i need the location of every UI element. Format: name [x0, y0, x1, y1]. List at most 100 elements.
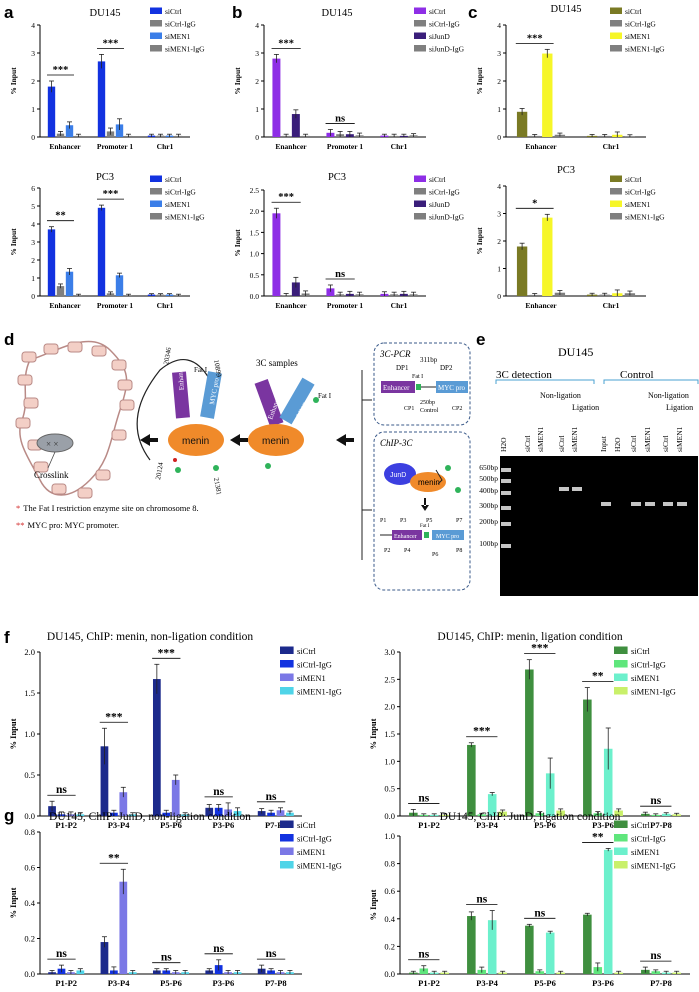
gel-panel: DU145 3C detection Control Non-ligation … — [479, 345, 699, 596]
chart-g2: DU145, ChIP: JunD, ligation condition 0.0… — [368, 811, 690, 988]
bar-siMEN1 — [115, 124, 124, 137]
gel-band — [677, 502, 687, 506]
gel-group-3c: 3C detection — [496, 369, 552, 381]
gel-band — [501, 491, 511, 495]
legend-swatch — [150, 32, 162, 39]
legend-label: siCtrl-IgG — [631, 660, 666, 670]
y-tick-label: 0 — [255, 133, 259, 142]
y-axis-label: % Input — [475, 227, 484, 255]
x-tick-label: Chr1 — [603, 142, 620, 151]
complex-2: 3C samples menin Enhancer MYC pro Fat I — [248, 358, 332, 469]
legend-swatch — [610, 45, 622, 52]
x-tick-label: P1-P2 — [418, 978, 440, 988]
p2-label: P2 — [384, 548, 390, 554]
legend-label: siCtrl — [625, 7, 642, 16]
significance-label: ns — [534, 907, 545, 919]
legend-swatch — [280, 834, 294, 842]
significance-label: *** — [278, 192, 294, 203]
box-chip-3c — [373, 431, 471, 591]
significance-label: ns — [161, 952, 172, 964]
gel-lane-label: siMEN1 — [643, 426, 652, 452]
legend-swatch — [414, 213, 426, 220]
p6-label: P6 — [432, 552, 438, 558]
significance-label: ns — [56, 784, 67, 796]
legend-label: siMEN1-IgG — [165, 45, 205, 54]
legend-swatch — [280, 847, 294, 855]
chart-title: DU145 — [551, 4, 582, 15]
legend-swatch — [610, 7, 622, 14]
chart-c1: DU145 0 1 2 3 4 % Input Enhancer Chr1 *** siCtrl si… — [475, 4, 665, 151]
x-tick-label: P5-P6 — [160, 978, 182, 988]
x-tick-label: P7-P8 — [650, 820, 672, 830]
legend-swatch — [280, 820, 294, 828]
legend-swatch — [614, 673, 628, 681]
y-tick-label: 0.6 — [24, 863, 35, 873]
chart-a2: PC3 0 1 2 3 4 5 6 % Input Enhancer Promoter 1 Chr1 *… — [9, 172, 205, 310]
bar-siCtrl — [100, 746, 109, 816]
y-tick-label: 2 — [497, 237, 501, 246]
bp311-label: 311bp — [420, 356, 438, 364]
gel-lane-label: Input — [599, 435, 608, 452]
y-tick-label: 0 — [31, 133, 35, 142]
chart-b2: PC3 0.0 0.5 1.0 1.5 2.0 2.5 % Input Enanhcer Prom… — [233, 172, 465, 310]
significance-label: *** — [158, 647, 176, 659]
bar-siCtrl — [583, 914, 592, 974]
bar-siMEN1 — [603, 748, 613, 816]
chart-title: PC3 — [328, 172, 346, 183]
y-tick-label: 1.0 — [384, 831, 395, 841]
legend-label: siCtrl — [165, 7, 182, 16]
x-tick-label: Chr1 — [157, 301, 174, 310]
y-axis-label: % Input — [475, 67, 484, 95]
significance-label: ns — [266, 948, 277, 960]
y-tick-label: 1.0 — [24, 729, 35, 739]
gel-band — [501, 544, 511, 548]
footnote-2: ** MYC pro: MYC promoter. — [16, 520, 119, 530]
chart-b1: DU145 0 1 2 3 4 % Input Enanhcer Promoter 1 Chr1 *… — [233, 7, 465, 151]
x-tick-label: P5-P6 — [534, 978, 556, 988]
gel-lane-label: siMEN1 — [675, 426, 684, 452]
bar-siMEN1 — [119, 881, 128, 974]
menin-label-1: menin — [182, 436, 209, 447]
y-tick-label: 3 — [497, 49, 501, 58]
chart-c2: PC3 0 1 2 3 4 % Input Enhancer Chr1 * siCtrl siCtrl… — [475, 165, 665, 310]
legend-label: siCtrl-IgG — [165, 20, 196, 29]
legend-swatch — [610, 32, 622, 39]
legend-label: siJunD-IgG — [429, 45, 465, 54]
x-tick-label: P7-P8 — [265, 978, 287, 988]
charts-layer: DU145 0 1 2 3 4 % Input Enhancer Promoter 1 Chr1 *… — [8, 4, 690, 988]
x-tick-label: P5-P6 — [160, 820, 182, 830]
y-tick-label: 4 — [31, 220, 35, 229]
legend-label: siMEN1-IgG — [625, 213, 665, 222]
y-tick-label: 1.5 — [24, 688, 35, 698]
dp2-label: DP2 — [440, 364, 453, 372]
chart-title: DU145 — [90, 8, 121, 19]
significance-label: *** — [473, 726, 491, 738]
bar-siCtrl — [152, 679, 161, 816]
y-tick-label: 0.6 — [384, 886, 395, 896]
gel-band — [572, 487, 582, 491]
bar-siMEN1 — [603, 849, 613, 974]
legend-swatch — [280, 646, 294, 654]
chart-title: DU145 — [322, 8, 353, 19]
svg-text:× ×: × × — [46, 439, 58, 449]
y-axis-label: % Input — [8, 718, 18, 749]
legend-swatch — [414, 200, 426, 207]
significance-label: ns — [213, 943, 224, 955]
box2-fat1: Fat I — [420, 524, 430, 529]
legend-swatch — [610, 175, 622, 182]
bar-siMEN1 — [542, 217, 553, 296]
cp1-label: CP1 — [404, 406, 414, 412]
y-tick-label: 3 — [497, 210, 501, 219]
jund-label: JunD — [390, 472, 406, 479]
bar-siCtrl — [272, 213, 281, 296]
y-tick-label: 4 — [31, 21, 35, 30]
bar-siCtrl — [47, 229, 56, 296]
bar-siCtrl — [100, 942, 109, 974]
gel-lane-label: siCtrl — [557, 435, 566, 452]
y-tick-label: 2.0 — [250, 207, 260, 216]
gel-nonligation-1: Non-ligation — [540, 391, 581, 400]
gel-ligation-2: Ligation — [666, 403, 693, 412]
bar-siCtrl — [326, 288, 335, 296]
panel-letter-a: a — [4, 3, 14, 22]
y-tick-label: 4 — [255, 21, 259, 30]
